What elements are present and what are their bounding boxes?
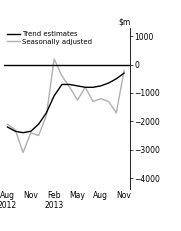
Legend: Trend estimates, Seasonally adjusted: Trend estimates, Seasonally adjusted [7,31,92,45]
Text: $m: $m [118,17,130,26]
